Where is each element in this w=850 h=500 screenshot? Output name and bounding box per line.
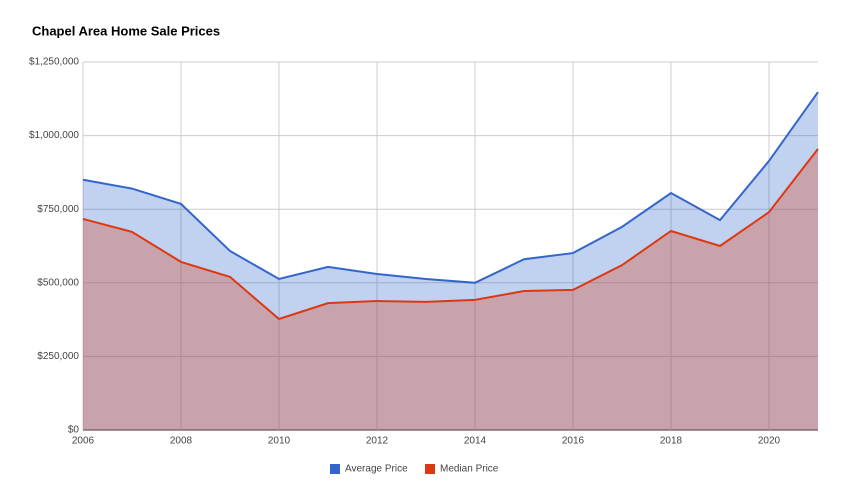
x-tick-label: 2016 [562,436,585,447]
x-tick-label: 2008 [170,436,193,447]
x-tick-label: 2010 [268,436,291,447]
x-tick-label: 2006 [72,436,95,447]
x-tick-label: 2020 [758,436,781,447]
x-tick-label: 2018 [660,436,683,447]
area-fill [83,92,818,430]
series-line [82,91,819,284]
y-tick-label: $500,000 [37,277,79,288]
x-tick-label: 2012 [366,436,389,447]
series-line [82,148,819,321]
y-tick-label: $750,000 [37,204,79,215]
y-tick-label: $1,250,000 [29,57,79,68]
area-fill [83,148,818,430]
legend-label: Median Price [440,464,499,475]
y-tick-label: $0 [68,425,80,436]
chart-title: Chapel Area Home Sale Prices [32,23,220,38]
y-tick-label: $250,000 [37,351,79,362]
legend-label: Average Price [345,464,408,475]
legend-swatch [330,464,340,474]
legend-swatch [425,464,435,474]
x-tick-label: 2014 [464,436,487,447]
y-tick-label: $1,000,000 [29,130,79,141]
